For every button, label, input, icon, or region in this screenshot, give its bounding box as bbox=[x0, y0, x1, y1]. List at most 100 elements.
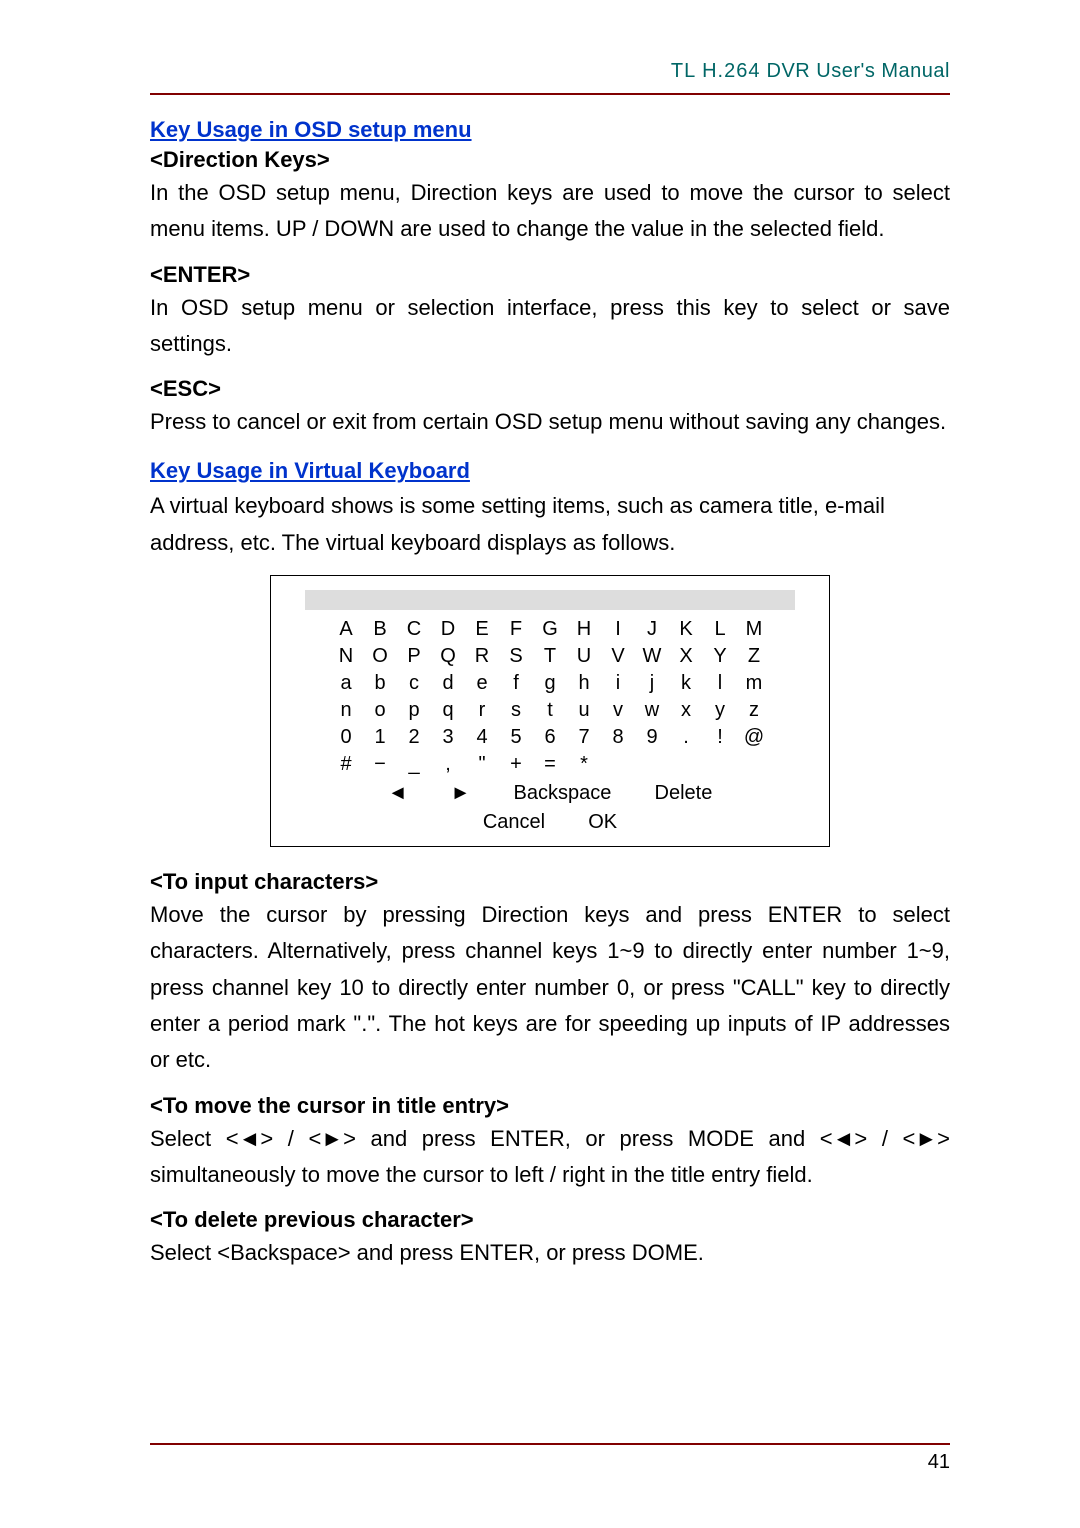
vk-key: s bbox=[499, 697, 533, 724]
product-name: TL H.264 bbox=[671, 60, 761, 82]
vk-row: n o p q r s t u v w x y z bbox=[329, 697, 771, 724]
vk-key: Z bbox=[737, 643, 771, 670]
vk-key: j bbox=[635, 670, 669, 697]
vk-key: p bbox=[397, 697, 431, 724]
vk-delete: Delete bbox=[655, 782, 713, 804]
vk-key: " bbox=[465, 751, 499, 778]
vk-key: E bbox=[465, 616, 499, 643]
vk-key: f bbox=[499, 670, 533, 697]
vk-key: 4 bbox=[465, 724, 499, 751]
body-enter: In OSD setup menu or selection interface… bbox=[150, 290, 950, 363]
vk-right-icon: ► bbox=[451, 782, 471, 804]
vk-key: G bbox=[533, 616, 567, 643]
vk-key: L bbox=[703, 616, 737, 643]
subhead-delete: <To delete previous character> bbox=[150, 1207, 950, 1233]
vk-input-bar bbox=[305, 590, 795, 610]
vk-ctrl-row-1: ◄ ► Backspace Delete bbox=[305, 778, 795, 807]
vk-key: y bbox=[703, 697, 737, 724]
vk-key: 9 bbox=[635, 724, 669, 751]
vk-key: − bbox=[363, 751, 397, 778]
vk-grid: A B C D E F G H I J K L M N O P bbox=[329, 616, 771, 778]
vk-key: * bbox=[567, 751, 601, 778]
vk-row: N O P Q R S T U V W X Y Z bbox=[329, 643, 771, 670]
vk-key bbox=[669, 751, 703, 778]
vk-key: z bbox=[737, 697, 771, 724]
vk-key: n bbox=[329, 697, 363, 724]
vk-key: 5 bbox=[499, 724, 533, 751]
virtual-keyboard-figure: A B C D E F G H I J K L M N O P bbox=[270, 575, 830, 847]
body-delete: Select <Backspace> and press ENTER, or p… bbox=[150, 1235, 950, 1271]
vk-key: h bbox=[567, 670, 601, 697]
section-title-vkb: Key Usage in Virtual Keyboard bbox=[150, 458, 950, 484]
vk-key: + bbox=[499, 751, 533, 778]
vk-key: J bbox=[635, 616, 669, 643]
page-content: TL H.264 DVR User's Manual Key Usage in … bbox=[150, 60, 950, 1448]
vk-key bbox=[601, 751, 635, 778]
vk-backspace: Backspace bbox=[514, 782, 612, 804]
page-number: 41 bbox=[928, 1451, 950, 1473]
vk-key: 3 bbox=[431, 724, 465, 751]
subhead-direction: <Direction Keys> bbox=[150, 147, 950, 173]
subhead-input: <To input characters> bbox=[150, 869, 950, 895]
vk-key: v bbox=[601, 697, 635, 724]
vk-key: u bbox=[567, 697, 601, 724]
vk-key: B bbox=[363, 616, 397, 643]
virtual-keyboard-box: A B C D E F G H I J K L M N O P bbox=[270, 575, 830, 847]
vk-key bbox=[703, 751, 737, 778]
vk-key: C bbox=[397, 616, 431, 643]
vk-key: a bbox=[329, 670, 363, 697]
page-footer: 41 bbox=[150, 1443, 950, 1474]
vk-key: W bbox=[635, 643, 669, 670]
vk-key: R bbox=[465, 643, 499, 670]
vk-key: 1 bbox=[363, 724, 397, 751]
manual-title: DVR User's Manual bbox=[767, 60, 950, 82]
vk-key: M bbox=[737, 616, 771, 643]
vk-key: ! bbox=[703, 724, 737, 751]
vk-key: Y bbox=[703, 643, 737, 670]
vk-key: l bbox=[703, 670, 737, 697]
vk-key: e bbox=[465, 670, 499, 697]
vk-key: I bbox=[601, 616, 635, 643]
vk-key: b bbox=[363, 670, 397, 697]
vk-key bbox=[737, 751, 771, 778]
vk-key: U bbox=[567, 643, 601, 670]
vk-key: r bbox=[465, 697, 499, 724]
body-vkb-intro: A virtual keyboard shows is some setting… bbox=[150, 488, 950, 561]
vk-key: F bbox=[499, 616, 533, 643]
vk-key: t bbox=[533, 697, 567, 724]
vk-key: D bbox=[431, 616, 465, 643]
vk-key: o bbox=[363, 697, 397, 724]
vk-key: c bbox=[397, 670, 431, 697]
body-esc: Press to cancel or exit from certain OSD… bbox=[150, 404, 950, 440]
section-title-osd: Key Usage in OSD setup menu bbox=[150, 117, 950, 143]
vk-cancel: Cancel bbox=[483, 811, 545, 833]
vk-key: . bbox=[669, 724, 703, 751]
vk-key: S bbox=[499, 643, 533, 670]
vk-key: 8 bbox=[601, 724, 635, 751]
vk-key: N bbox=[329, 643, 363, 670]
vk-key: 2 bbox=[397, 724, 431, 751]
vk-key: , bbox=[431, 751, 465, 778]
subhead-cursor: <To move the cursor in title entry> bbox=[150, 1093, 950, 1119]
vk-key: q bbox=[431, 697, 465, 724]
vk-key: K bbox=[669, 616, 703, 643]
body-cursor: Select <◄> / <►> and press ENTER, or pre… bbox=[150, 1121, 950, 1194]
vk-key: O bbox=[363, 643, 397, 670]
vk-key: 0 bbox=[329, 724, 363, 751]
vk-key: x bbox=[669, 697, 703, 724]
subhead-esc: <ESC> bbox=[150, 376, 950, 402]
vk-key bbox=[635, 751, 669, 778]
vk-row: A B C D E F G H I J K L M bbox=[329, 616, 771, 643]
vk-key: Q bbox=[431, 643, 465, 670]
vk-key: X bbox=[669, 643, 703, 670]
vk-key: H bbox=[567, 616, 601, 643]
vk-ctrl-row-2: Cancel OK bbox=[305, 807, 795, 836]
vk-row: a b c d e f g h i j k l m bbox=[329, 670, 771, 697]
vk-key: _ bbox=[397, 751, 431, 778]
vk-key: # bbox=[329, 751, 363, 778]
vk-key: = bbox=[533, 751, 567, 778]
vk-ok: OK bbox=[588, 811, 617, 833]
vk-row: # − _ , " + = * bbox=[329, 751, 771, 778]
vk-key: 7 bbox=[567, 724, 601, 751]
page-header: TL H.264 DVR User's Manual bbox=[150, 60, 950, 95]
